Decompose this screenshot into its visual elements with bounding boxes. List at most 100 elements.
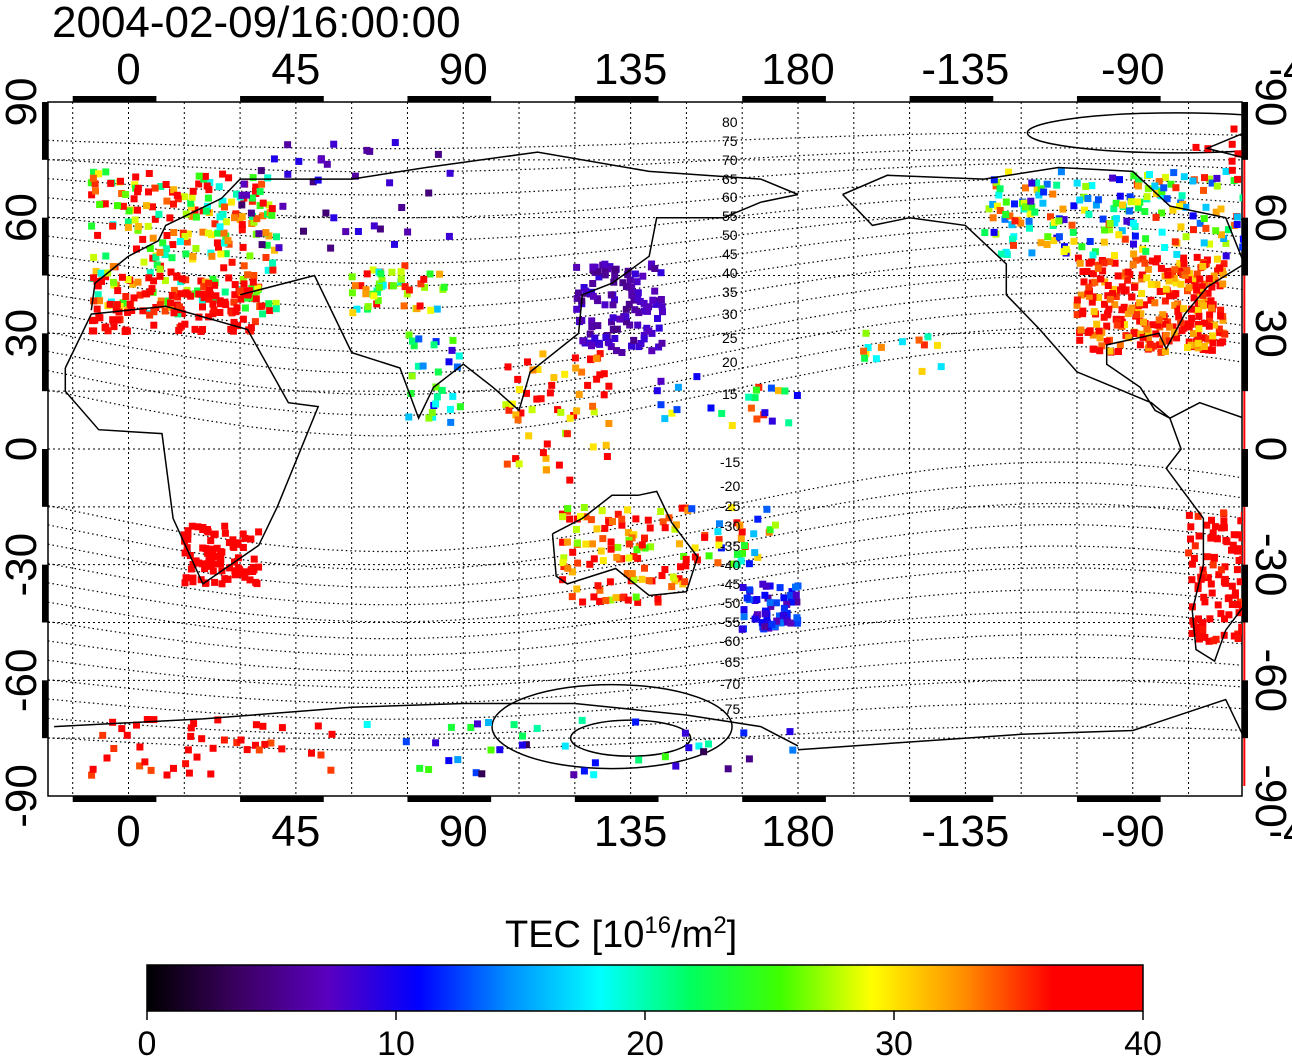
mlat-label: -25 xyxy=(720,498,740,514)
tec-point xyxy=(258,302,266,310)
lat-tick-label-right: -60 xyxy=(1246,649,1292,713)
tec-point xyxy=(238,226,246,234)
tec-point xyxy=(317,751,325,759)
tec-point xyxy=(937,363,945,371)
tec-point xyxy=(1254,513,1261,520)
tec-point xyxy=(221,203,228,211)
tec-point xyxy=(1025,217,1033,225)
tec-point xyxy=(99,731,107,739)
tec-point xyxy=(233,304,241,312)
tec-point xyxy=(1214,255,1221,263)
tec-point xyxy=(257,167,265,175)
tec-point xyxy=(1282,515,1289,522)
tec-point xyxy=(996,207,1004,214)
axis-segment xyxy=(72,796,157,802)
tec-point xyxy=(1245,174,1252,181)
tec-point xyxy=(762,582,770,590)
tec-point xyxy=(404,228,412,236)
tec-point xyxy=(543,440,551,448)
tec-point xyxy=(1213,535,1221,543)
tec-point xyxy=(1237,517,1242,525)
tec-point xyxy=(202,207,210,215)
tec-point xyxy=(1106,258,1113,266)
tec-point xyxy=(220,239,228,247)
tec-point xyxy=(768,417,776,425)
tec-point xyxy=(1127,307,1134,315)
tec-point xyxy=(594,297,602,305)
tec-point xyxy=(184,535,192,543)
tec-point xyxy=(1111,252,1118,259)
tec-point xyxy=(1201,598,1209,606)
tec-point xyxy=(205,186,213,194)
tec-point xyxy=(145,188,152,196)
tec-point xyxy=(1228,140,1236,148)
tec-point xyxy=(234,554,242,562)
tec-point xyxy=(103,754,111,762)
tec-point xyxy=(1239,235,1242,243)
tec-point xyxy=(1141,301,1148,309)
tec-point xyxy=(130,294,138,302)
tec-point xyxy=(624,271,632,279)
tec-point xyxy=(220,736,228,744)
tec-point xyxy=(1248,613,1255,620)
axis-segment xyxy=(42,333,48,392)
tec-point xyxy=(1205,275,1213,283)
tec-point xyxy=(1076,259,1084,267)
tec-point xyxy=(1017,219,1025,227)
tec-point xyxy=(1113,286,1121,294)
tec-point xyxy=(241,534,249,542)
tec-point xyxy=(1209,561,1217,569)
tec-point xyxy=(681,578,689,586)
tec-point xyxy=(739,549,746,557)
tec-point xyxy=(205,554,213,562)
tec-point xyxy=(1230,125,1238,133)
tec-point xyxy=(1177,223,1185,231)
tec-point xyxy=(157,183,165,190)
tec-point xyxy=(1070,237,1078,245)
tec-point xyxy=(366,147,374,155)
tec-point xyxy=(514,416,522,424)
tec-point xyxy=(1277,491,1284,498)
tec-point xyxy=(93,305,101,313)
axis-segment xyxy=(1242,564,1248,623)
tec-point xyxy=(1093,320,1101,328)
tec-point xyxy=(524,358,531,366)
tec-point xyxy=(1279,522,1286,529)
tec-point xyxy=(590,771,598,779)
tec-point xyxy=(1255,635,1262,642)
tec-point xyxy=(625,554,633,562)
tec-point xyxy=(1044,233,1052,241)
tec-point xyxy=(746,586,753,594)
tec-point xyxy=(1028,203,1036,211)
tec-point xyxy=(728,504,736,512)
tec-point xyxy=(737,557,745,565)
tec-point xyxy=(1031,208,1039,216)
tec-point xyxy=(1221,563,1229,571)
tec-point xyxy=(1268,508,1275,515)
tec-point xyxy=(739,584,747,591)
tec-point xyxy=(209,310,217,318)
tec-point xyxy=(221,529,229,537)
tec-point xyxy=(643,303,651,311)
tec-point xyxy=(1112,293,1120,300)
tec-point xyxy=(191,206,199,214)
tec-point xyxy=(787,591,795,599)
tec-point xyxy=(1084,195,1092,202)
tec-point xyxy=(614,543,622,551)
tec-point xyxy=(378,276,386,284)
tec-point xyxy=(220,229,228,237)
colorbar-gradient xyxy=(146,964,1144,1012)
tec-point xyxy=(351,172,359,180)
tec-point xyxy=(754,553,762,561)
tec-point xyxy=(618,515,626,523)
tec-point xyxy=(1109,174,1117,182)
lat-tick-label-left: 90 xyxy=(0,78,46,127)
tec-point xyxy=(177,290,185,298)
tec-point xyxy=(1220,235,1228,242)
mlat-label: -15 xyxy=(720,454,740,470)
tec-point xyxy=(1225,611,1233,619)
tec-point xyxy=(1097,275,1105,283)
tec-point xyxy=(1100,259,1108,267)
tec-point xyxy=(1255,635,1262,642)
tec-point xyxy=(1111,301,1119,309)
